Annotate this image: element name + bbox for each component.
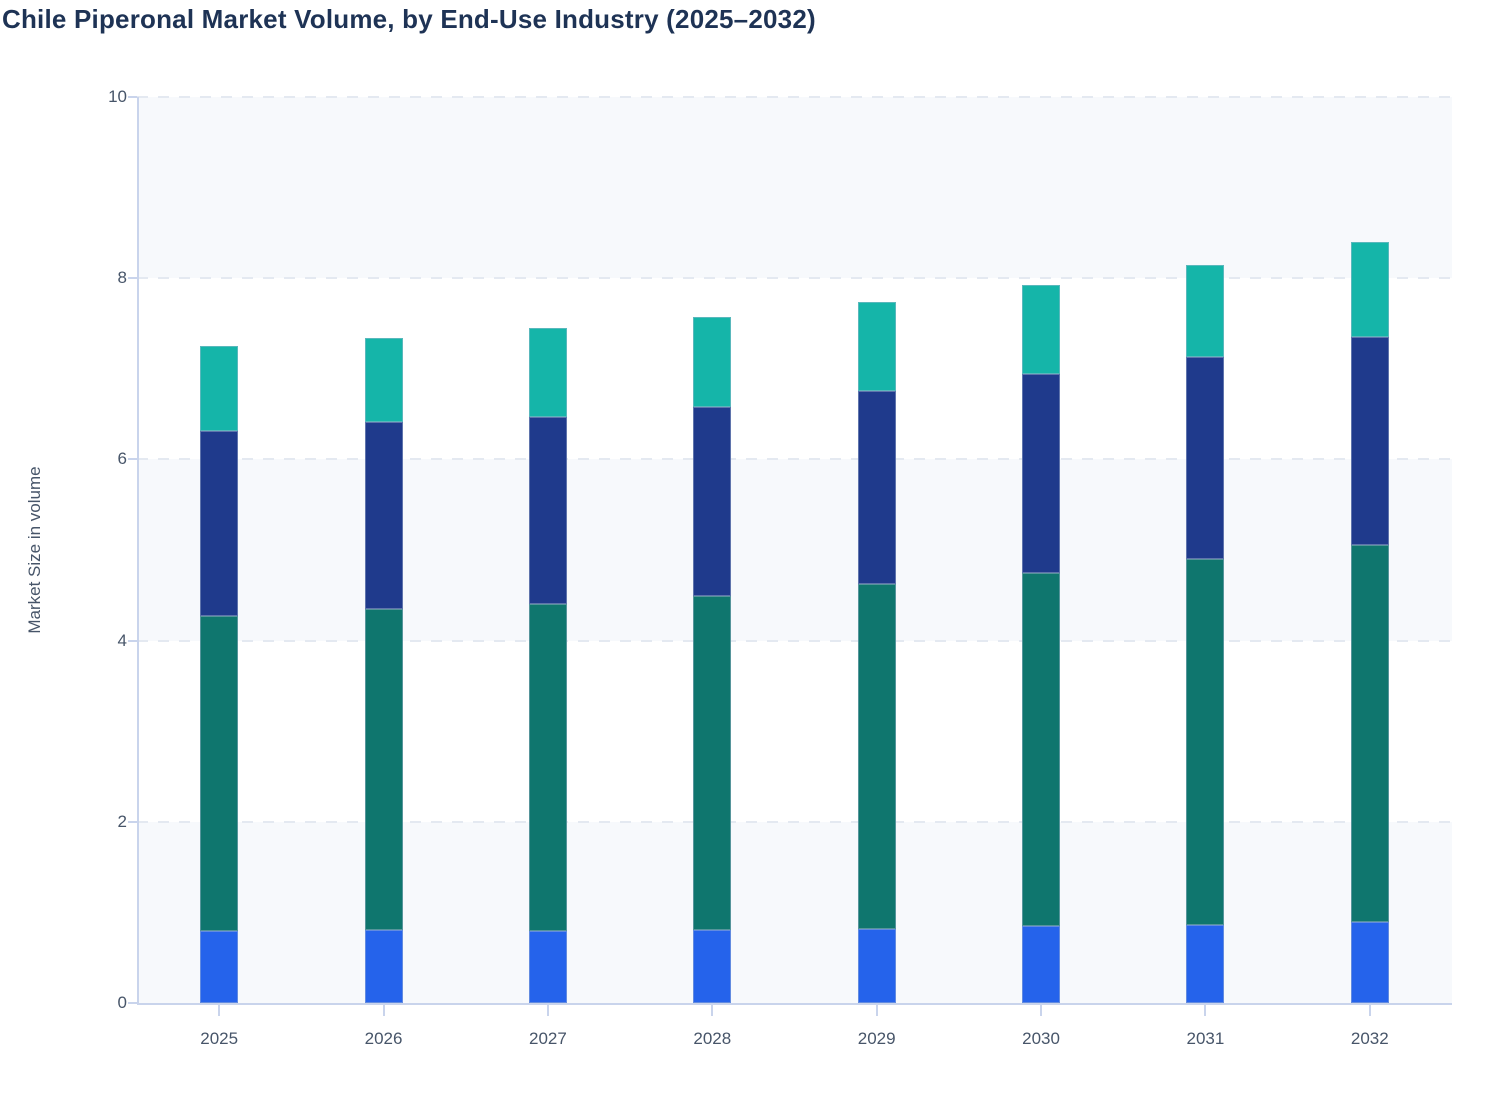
bar-segment-series-3[interactable] xyxy=(1186,357,1225,560)
x-tickmark xyxy=(711,1005,714,1016)
bar-segment-series-2[interactable] xyxy=(1186,559,1225,926)
bar-segment-series-1[interactable] xyxy=(1186,925,1225,1003)
bar-segment-series-4[interactable] xyxy=(1186,264,1225,358)
bar-segment-series-2[interactable] xyxy=(364,608,403,930)
bar-segment-series-3[interactable] xyxy=(1350,337,1389,545)
y-tick-label: 10 xyxy=(108,87,127,106)
bar-segment-series-2[interactable] xyxy=(693,596,732,930)
bar-segment-series-1[interactable] xyxy=(693,929,732,1003)
bar-segment-series-3[interactable] xyxy=(693,406,732,597)
bar-segment-series-2[interactable] xyxy=(857,583,896,929)
bar-segment-series-4[interactable] xyxy=(693,317,732,407)
bar-segment-series-1[interactable] xyxy=(1350,922,1389,1003)
x-tick-label: 2028 xyxy=(693,1029,732,1048)
y-tick-label: 8 xyxy=(117,268,127,288)
bar-segment-series-1[interactable] xyxy=(857,928,896,1003)
bar-segment-series-4[interactable] xyxy=(1022,285,1061,375)
y-tickmark xyxy=(128,458,137,461)
x-tick-label: 2029 xyxy=(857,1029,896,1048)
y-tick-label: 0 xyxy=(117,993,127,1012)
y-tickmark xyxy=(128,820,137,823)
bar-segment-series-1[interactable] xyxy=(528,930,567,1003)
bar-segment-series-3[interactable] xyxy=(364,422,403,609)
bar-segment-series-1[interactable] xyxy=(200,931,239,1003)
x-tick-label: 2026 xyxy=(364,1029,403,1048)
plot-band xyxy=(137,821,1452,1003)
bar-segment-series-4[interactable] xyxy=(200,346,239,432)
bar-segment-series-2[interactable] xyxy=(1350,544,1389,923)
x-tick-label: 2025 xyxy=(200,1029,239,1048)
x-tick-label: 2027 xyxy=(529,1029,567,1048)
x-tickmark xyxy=(218,1005,221,1016)
x-tickmark xyxy=(1040,1005,1043,1016)
bar-segment-series-2[interactable] xyxy=(200,616,239,932)
x-tick-label: 2030 xyxy=(1022,1029,1060,1048)
y-tickmark xyxy=(128,639,137,642)
gridline xyxy=(137,820,1452,823)
bar-segment-series-4[interactable] xyxy=(364,337,403,423)
gridline xyxy=(137,277,1452,280)
y-tickmark xyxy=(128,1002,137,1004)
x-tick-label: 2032 xyxy=(1350,1029,1389,1048)
x-tickmark xyxy=(875,1005,878,1016)
bar-segment-series-3[interactable] xyxy=(1022,374,1061,573)
plot-band xyxy=(137,97,1452,279)
gridline xyxy=(137,639,1452,642)
chart-title: Chile Piperonal Market Volume, by End-Us… xyxy=(2,4,816,34)
bar-segment-series-2[interactable] xyxy=(528,604,567,931)
bar-segment-series-4[interactable] xyxy=(857,301,896,391)
y-tickmark xyxy=(128,277,137,280)
bar-segment-series-3[interactable] xyxy=(200,431,239,617)
bar-segment-series-1[interactable] xyxy=(1022,925,1061,1003)
gridline xyxy=(137,458,1452,461)
x-tickmark xyxy=(546,1005,549,1016)
y-tick-label: 6 xyxy=(117,449,127,469)
plot-band xyxy=(137,459,1452,641)
x-tickmark xyxy=(1204,1005,1207,1016)
bar-segment-series-4[interactable] xyxy=(528,328,567,417)
y-tickmark xyxy=(128,96,137,98)
x-tickmark xyxy=(382,1005,385,1016)
bar-segment-series-2[interactable] xyxy=(1022,572,1061,926)
y-axis-line xyxy=(137,97,139,1005)
x-tick-label: 2031 xyxy=(1186,1029,1225,1048)
bar-segment-series-3[interactable] xyxy=(528,416,567,605)
x-axis-line xyxy=(137,1003,1452,1005)
y-tick-label: 2 xyxy=(117,811,127,831)
y-tick-label: 4 xyxy=(117,630,127,650)
bar-segment-series-3[interactable] xyxy=(857,390,896,584)
bar-segment-series-4[interactable] xyxy=(1350,241,1389,338)
gridline xyxy=(137,96,1452,98)
x-tickmark xyxy=(1368,1005,1371,1016)
bar-segment-series-1[interactable] xyxy=(364,929,403,1003)
